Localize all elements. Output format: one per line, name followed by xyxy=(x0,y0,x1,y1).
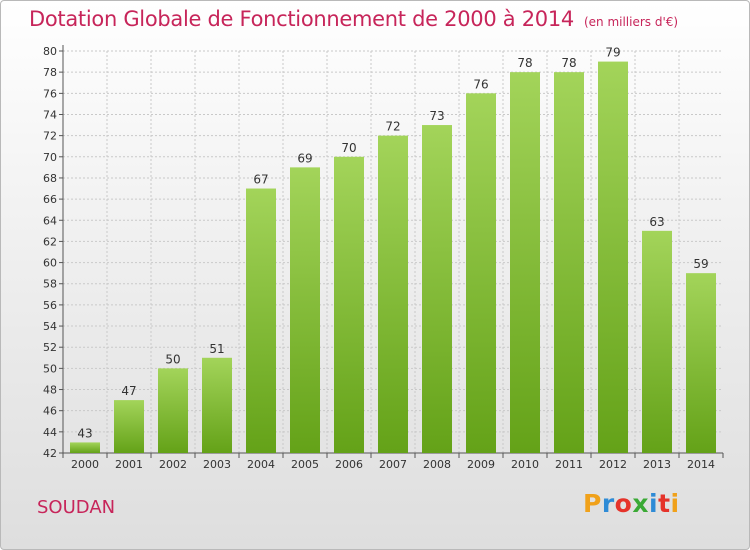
y-tick-label: 44 xyxy=(43,426,57,439)
bar-value-label: 76 xyxy=(473,77,488,91)
bar xyxy=(378,135,408,453)
commune-name: SOUDAN xyxy=(37,497,116,518)
y-tick-label: 72 xyxy=(43,130,57,143)
bar xyxy=(70,442,100,453)
x-tick-label: 2005 xyxy=(291,458,319,471)
x-tick-label: 2012 xyxy=(599,458,627,471)
bar-value-label: 63 xyxy=(649,215,664,229)
bar-value-label: 47 xyxy=(121,384,136,398)
bar-value-label: 79 xyxy=(605,46,620,60)
y-tick-label: 54 xyxy=(43,320,57,333)
bar xyxy=(334,156,364,453)
bar xyxy=(246,188,276,454)
x-tick-label: 2004 xyxy=(247,458,275,471)
y-tick-label: 48 xyxy=(43,384,57,397)
bar xyxy=(686,273,716,453)
x-tick-label: 2014 xyxy=(687,458,715,471)
logo-letter: r xyxy=(601,489,615,518)
y-tick-label: 50 xyxy=(43,362,57,375)
y-tick-label: 68 xyxy=(43,172,57,185)
bar-value-label: 70 xyxy=(341,141,356,155)
bar xyxy=(114,400,144,453)
y-tick-label: 74 xyxy=(43,108,57,121)
y-tick-label: 42 xyxy=(43,447,57,460)
bar-value-label: 59 xyxy=(693,257,708,271)
logo-letter: t xyxy=(658,489,671,518)
bars xyxy=(70,61,716,454)
bar xyxy=(202,357,232,453)
bar xyxy=(642,230,672,453)
bar-value-label: 78 xyxy=(517,56,532,70)
bar-value-label: 67 xyxy=(253,173,268,187)
y-tick-label: 80 xyxy=(43,45,57,58)
chart-title: Dotation Globale de Fonctionnement de 20… xyxy=(29,7,678,31)
bar xyxy=(466,93,496,453)
y-tick-label: 76 xyxy=(43,87,57,100)
y-tick-label: 58 xyxy=(43,278,57,291)
bar xyxy=(598,61,628,453)
x-tick-label: 2003 xyxy=(203,458,231,471)
bar xyxy=(422,125,452,453)
logo-letter: P xyxy=(583,489,602,518)
x-tick-label: 2006 xyxy=(335,458,363,471)
y-tick-label: 62 xyxy=(43,235,57,248)
x-tick-label: 2013 xyxy=(643,458,671,471)
bar xyxy=(510,72,540,453)
y-tick-label: 78 xyxy=(43,66,57,79)
bar-value-label: 72 xyxy=(385,120,400,134)
y-tick-label: 52 xyxy=(43,341,57,354)
y-tick-label: 66 xyxy=(43,193,57,206)
x-tick-label: 2002 xyxy=(159,458,187,471)
logo-letter: i xyxy=(670,489,680,518)
labels: 42 44 46 48 50 52 54 56 58 60 62 64 66 68 70 72 74 76 78 80… xyxy=(43,45,715,471)
logo-letter: i xyxy=(649,489,659,518)
y-tick-label: 46 xyxy=(43,405,57,418)
bar-value-label: 51 xyxy=(209,342,224,356)
bar xyxy=(554,72,584,453)
x-tick-label: 2011 xyxy=(555,458,583,471)
proxiti-logo[interactable]: Proxiti xyxy=(583,489,680,518)
bar-value-label: 43 xyxy=(77,426,92,440)
bar-value-label: 73 xyxy=(429,109,444,123)
x-tick-label: 2007 xyxy=(379,458,407,471)
bar-value-label: 69 xyxy=(297,151,312,165)
logo-letter: x xyxy=(632,489,649,518)
x-tick-label: 2001 xyxy=(115,458,143,471)
bar-value-label: 50 xyxy=(165,352,180,366)
chart-subtitle: (en milliers d'€) xyxy=(583,15,679,29)
y-tick-label: 56 xyxy=(43,299,57,312)
x-tick-label: 2009 xyxy=(467,458,495,471)
x-tick-label: 2008 xyxy=(423,458,451,471)
bar xyxy=(158,368,188,453)
bar-value-label: 78 xyxy=(561,56,576,70)
y-tick-label: 64 xyxy=(43,214,57,227)
chart-title-text: Dotation Globale de Fonctionnement de 20… xyxy=(29,7,574,31)
bar xyxy=(290,167,320,454)
x-tick-label: 2000 xyxy=(71,458,99,471)
x-tick-label: 2010 xyxy=(511,458,539,471)
y-tick-label: 70 xyxy=(43,151,57,164)
y-tick-label: 60 xyxy=(43,257,57,270)
logo-letter: o xyxy=(614,489,633,518)
